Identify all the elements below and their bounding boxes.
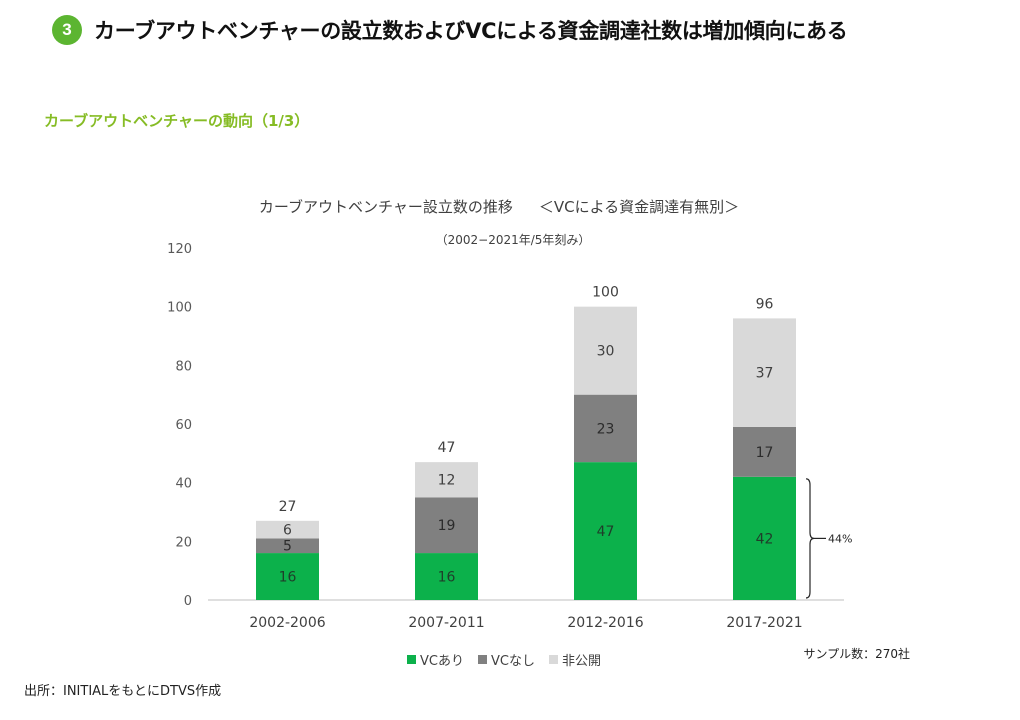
sample-size-note: サンプル数：270社 xyxy=(803,647,910,661)
bar-segment-undisclosed xyxy=(733,318,796,427)
legend-swatch-vc-yes xyxy=(407,655,416,664)
bar-segment-vc-yes xyxy=(415,553,478,600)
annotation-label: 44% xyxy=(828,532,852,545)
x-tick-label: 2007-2011 xyxy=(408,615,484,631)
total-label: 96 xyxy=(756,296,774,312)
legend-item-vc-no: VCなし xyxy=(477,650,535,669)
bar-segment-vc-no xyxy=(733,426,796,477)
bar-segment-undisclosed xyxy=(574,306,637,395)
data-label: 23 xyxy=(597,421,615,437)
total-label: 100 xyxy=(592,285,619,301)
y-tick-label: 100 xyxy=(167,301,192,316)
header: 3 カーブアウトベンチャーの設立数およびVCによる資金調達社数は増加傾向にある xyxy=(52,14,848,46)
total-label: 47 xyxy=(438,440,456,456)
x-tick-label: 2012-2016 xyxy=(567,615,643,631)
y-tick-label: 80 xyxy=(175,359,192,374)
legend-label-undisclosed: 非公開 xyxy=(561,654,601,669)
bar-segment-vc-yes xyxy=(256,553,319,600)
bar-segment-undisclosed xyxy=(256,520,319,539)
bar-segment-undisclosed xyxy=(415,462,478,498)
data-label: 47 xyxy=(597,524,615,540)
data-label: 37 xyxy=(756,366,774,382)
data-label: 16 xyxy=(438,570,456,586)
chart-subtitle-text: （2002−2021年/5年刻み） xyxy=(435,233,591,247)
x-tick-label: 2002-2006 xyxy=(249,615,325,631)
legend-label-vc-yes: VCあり xyxy=(420,654,464,669)
data-label: 6 xyxy=(283,523,292,539)
legend-swatch-vc-no xyxy=(477,655,487,664)
bar-segment-vc-yes xyxy=(574,462,637,600)
step-number-badge: 3 xyxy=(52,15,82,45)
chart-title-main: カーブアウトベンチャー設立数の推移 xyxy=(258,198,513,216)
chart-legend: VCあり VCなし 非公開 xyxy=(407,650,615,669)
data-label: 5 xyxy=(283,539,292,555)
legend-label-vc-no: VCなし xyxy=(490,654,535,669)
source-note: 出所：INITIALをもとにDTVS作成 xyxy=(24,684,222,699)
legend-item-undisclosed: 非公開 xyxy=(548,650,601,669)
data-label: 12 xyxy=(438,473,456,489)
chart-title-note: ＜VCによる資金調達有無別＞ xyxy=(538,198,740,216)
data-label: 19 xyxy=(438,518,456,534)
chart-title: カーブアウトベンチャー設立数の推移 ＜VCによる資金調達有無別＞ xyxy=(0,196,1020,217)
chart-subtitle: （2002−2021年/5年刻み） xyxy=(0,231,1020,248)
legend-item-vc-yes: VCあり xyxy=(407,650,464,669)
page-title: カーブアウトベンチャーの設立数およびVCによる資金調達社数は増加傾向にある xyxy=(94,19,848,43)
section-subheading: カーブアウトベンチャーの動向（1/3） xyxy=(44,112,310,130)
data-label: 16 xyxy=(279,570,297,586)
legend-swatch-undisclosed xyxy=(548,655,558,664)
bar-segment-vc-no xyxy=(256,538,319,554)
y-tick-label: 0 xyxy=(184,594,192,609)
data-label: 30 xyxy=(597,344,615,360)
y-tick-label: 20 xyxy=(175,535,192,550)
y-tick-label: 60 xyxy=(175,418,192,433)
data-label: 42 xyxy=(756,531,774,547)
y-tick-label: 40 xyxy=(175,477,192,492)
bar-segment-vc-no xyxy=(415,497,478,554)
data-label: 17 xyxy=(756,445,774,461)
bar-segment-vc-yes xyxy=(733,476,796,600)
total-label: 27 xyxy=(279,499,297,515)
annotation-brace xyxy=(805,478,815,599)
y-tick-label: 120 xyxy=(167,242,192,257)
x-tick-label: 2017-2021 xyxy=(726,615,802,631)
bar-segment-vc-no xyxy=(574,394,637,463)
